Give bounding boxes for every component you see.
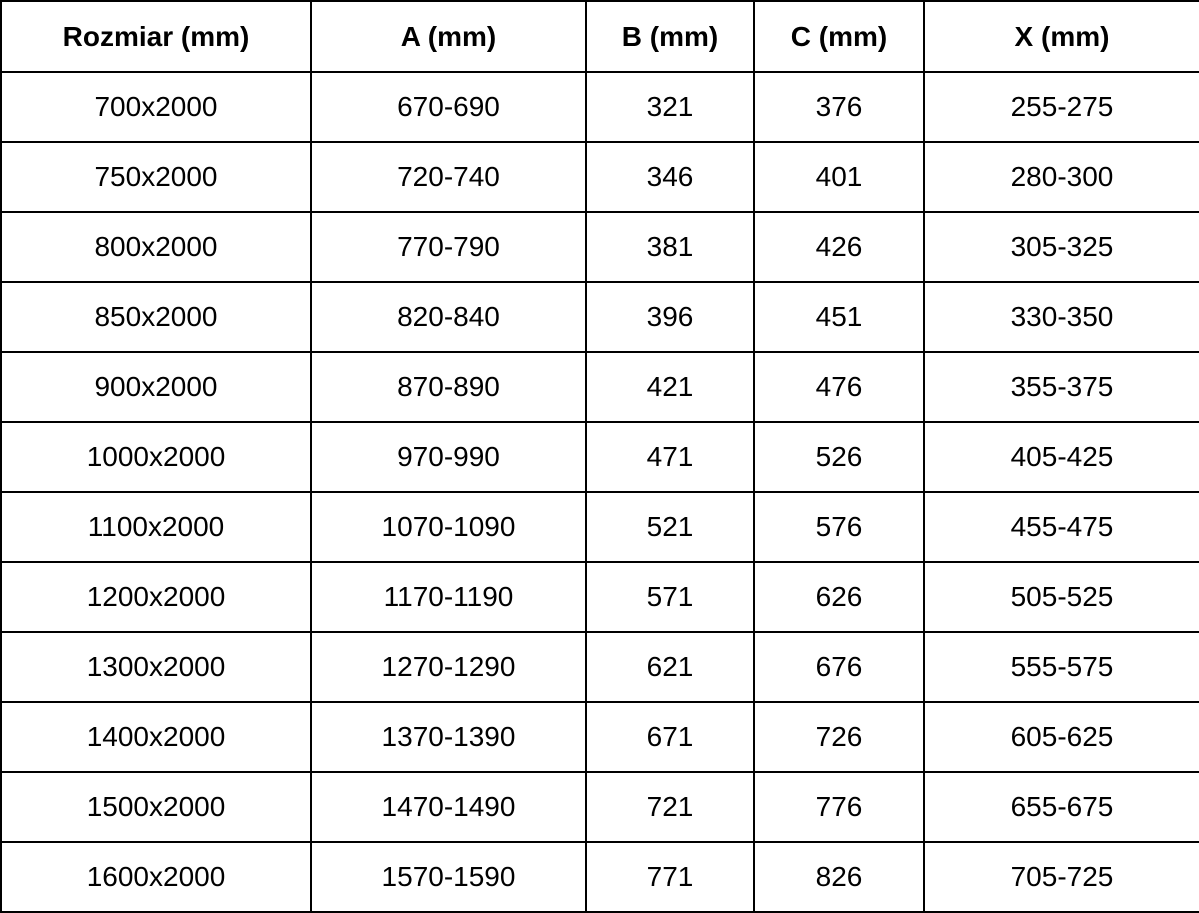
table-cell: 626	[753, 561, 925, 633]
table-cell: 826	[753, 841, 925, 913]
table-cell: 376	[753, 71, 925, 143]
table-cell: 321	[585, 71, 755, 143]
column-header-a: A (mm)	[310, 0, 587, 73]
table-cell: 850x2000	[0, 281, 312, 353]
table-cell: 870-890	[310, 351, 587, 423]
table-cell: 346	[585, 141, 755, 213]
table-cell: 476	[753, 351, 925, 423]
table-cell: 1070-1090	[310, 491, 587, 563]
table-cell: 671	[585, 701, 755, 773]
column-header-rozmiar: Rozmiar (mm)	[0, 0, 312, 73]
table-cell: 970-990	[310, 421, 587, 493]
table-cell: 305-325	[923, 211, 1199, 283]
table-cell: 820-840	[310, 281, 587, 353]
table-cell: 280-300	[923, 141, 1199, 213]
table-cell: 1570-1590	[310, 841, 587, 913]
table-cell: 401	[753, 141, 925, 213]
table-cell: 555-575	[923, 631, 1199, 703]
table-cell: 705-725	[923, 841, 1199, 913]
table-cell: 1100x2000	[0, 491, 312, 563]
table-cell: 750x2000	[0, 141, 312, 213]
table-cell: 721	[585, 771, 755, 843]
table-cell: 800x2000	[0, 211, 312, 283]
table-cell: 1200x2000	[0, 561, 312, 633]
table-row: 1600x2000 1570-1590 771 826 705-725	[0, 841, 1199, 913]
table-cell: 776	[753, 771, 925, 843]
table-cell: 505-525	[923, 561, 1199, 633]
table-row: 1400x2000 1370-1390 671 726 605-625	[0, 701, 1199, 773]
table-cell: 726	[753, 701, 925, 773]
table-cell: 900x2000	[0, 351, 312, 423]
table-row: 1100x2000 1070-1090 521 576 455-475	[0, 491, 1199, 563]
table-cell: 571	[585, 561, 755, 633]
table-cell: 455-475	[923, 491, 1199, 563]
table-row: 800x2000 770-790 381 426 305-325	[0, 211, 1199, 283]
table-cell: 421	[585, 351, 755, 423]
header-row: Rozmiar (mm) A (mm) B (mm) C (mm) X (mm)	[0, 0, 1199, 73]
table-cell: 576	[753, 491, 925, 563]
table-cell: 771	[585, 841, 755, 913]
table-cell: 381	[585, 211, 755, 283]
table-cell: 655-675	[923, 771, 1199, 843]
table-cell: 1600x2000	[0, 841, 312, 913]
table-cell: 770-790	[310, 211, 587, 283]
table-cell: 521	[585, 491, 755, 563]
table-cell: 1370-1390	[310, 701, 587, 773]
table-row: 750x2000 720-740 346 401 280-300	[0, 141, 1199, 213]
table-cell: 621	[585, 631, 755, 703]
table-row: 850x2000 820-840 396 451 330-350	[0, 281, 1199, 353]
table-cell: 405-425	[923, 421, 1199, 493]
table-cell: 426	[753, 211, 925, 283]
table-cell: 1170-1190	[310, 561, 587, 633]
table-cell: 1400x2000	[0, 701, 312, 773]
table-row: 700x2000 670-690 321 376 255-275	[0, 71, 1199, 143]
table-cell: 330-350	[923, 281, 1199, 353]
table-cell: 670-690	[310, 71, 587, 143]
table-cell: 526	[753, 421, 925, 493]
table-row: 1500x2000 1470-1490 721 776 655-675	[0, 771, 1199, 843]
column-header-c: C (mm)	[753, 0, 925, 73]
table-cell: 676	[753, 631, 925, 703]
table-cell: 700x2000	[0, 71, 312, 143]
table-row: 1300x2000 1270-1290 621 676 555-575	[0, 631, 1199, 703]
table-row: 1000x2000 970-990 471 526 405-425	[0, 421, 1199, 493]
table-cell: 355-375	[923, 351, 1199, 423]
table-cell: 396	[585, 281, 755, 353]
column-header-b: B (mm)	[585, 0, 755, 73]
table-cell: 451	[753, 281, 925, 353]
table-cell: 720-740	[310, 141, 587, 213]
table-cell: 1500x2000	[0, 771, 312, 843]
table-cell: 1270-1290	[310, 631, 587, 703]
table-cell: 1300x2000	[0, 631, 312, 703]
table-row: 1200x2000 1170-1190 571 626 505-525	[0, 561, 1199, 633]
table-cell: 1470-1490	[310, 771, 587, 843]
column-header-x: X (mm)	[923, 0, 1199, 73]
table-body: 700x2000 670-690 321 376 255-275 750x2000 720-…	[0, 71, 1199, 913]
table-cell: 605-625	[923, 701, 1199, 773]
table-cell: 255-275	[923, 71, 1199, 143]
table-cell: 1000x2000	[0, 421, 312, 493]
table-row: 900x2000 870-890 421 476 355-375	[0, 351, 1199, 423]
table-cell: 471	[585, 421, 755, 493]
